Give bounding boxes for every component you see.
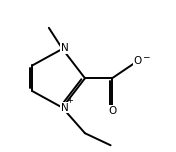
Text: N: N: [61, 43, 68, 53]
Text: −: −: [142, 53, 150, 62]
Text: N: N: [61, 103, 68, 113]
Text: O: O: [108, 106, 116, 116]
Text: O: O: [134, 56, 142, 66]
Text: +: +: [66, 96, 73, 105]
